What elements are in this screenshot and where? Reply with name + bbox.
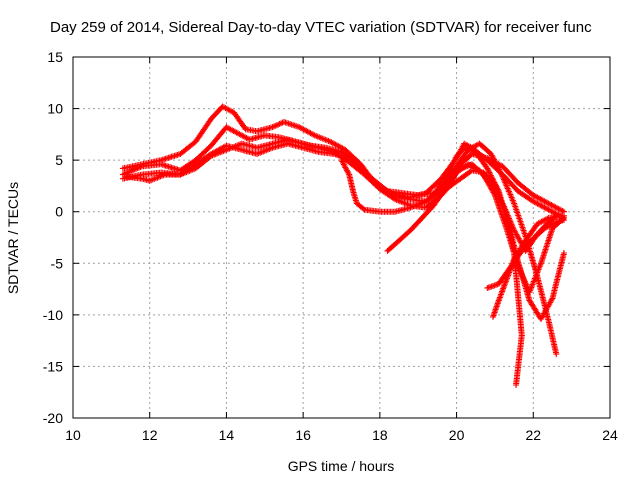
x-tick-label: 18	[372, 427, 388, 443]
data-point	[490, 155, 497, 162]
data-point	[131, 166, 138, 173]
data-point	[502, 279, 509, 286]
axis-ticks: 10 12 14 16 18 20 22 24 -20 -15 -10 -5 0 5 10 15	[43, 49, 618, 443]
data-point	[520, 275, 527, 282]
data-point	[492, 181, 499, 187]
data-point	[485, 168, 492, 175]
data-point	[269, 124, 276, 131]
y-tick-label: -10	[43, 307, 63, 323]
x-tick-label: 14	[219, 427, 235, 443]
series-track-g	[434, 144, 525, 388]
x-tick-label: 12	[142, 427, 158, 443]
data-points	[119, 103, 567, 388]
data-point	[548, 296, 555, 303]
data-point	[310, 131, 317, 138]
data-point	[494, 163, 501, 170]
data-point	[496, 295, 503, 302]
series-track-i	[490, 212, 567, 320]
data-point	[561, 250, 567, 256]
y-axis-label: SDTVAR / TECUs	[5, 182, 21, 294]
data-point	[273, 122, 280, 129]
data-point	[561, 212, 567, 219]
chart-title: Day 259 of 2014, Sidereal Day-to-day VTE…	[50, 19, 592, 36]
data-point	[506, 267, 513, 274]
y-tick-label: 0	[55, 204, 63, 220]
x-tick-label: 20	[449, 427, 465, 443]
y-tick-label: -15	[43, 358, 63, 374]
y-tick-label: 15	[47, 49, 63, 65]
data-point	[487, 172, 494, 179]
data-point	[553, 351, 560, 358]
data-point	[498, 170, 505, 177]
data-point	[492, 159, 499, 166]
data-point	[498, 290, 505, 296]
data-point	[270, 123, 277, 130]
data-point	[488, 173, 495, 180]
data-point	[360, 205, 367, 212]
x-axis-label: GPS time / hours	[288, 458, 395, 474]
data-point	[492, 182, 499, 189]
data-point	[488, 151, 495, 157]
data-point	[498, 172, 505, 179]
data-point	[513, 382, 519, 388]
data-point	[495, 186, 501, 193]
data-point	[484, 165, 491, 172]
data-point	[137, 164, 144, 170]
data-point	[491, 156, 497, 163]
y-tick-label: 5	[55, 152, 63, 168]
y-tick-label: 10	[47, 101, 63, 117]
data-point	[493, 183, 500, 190]
data-point	[496, 166, 502, 173]
y-tick-label: -20	[43, 410, 63, 426]
data-point	[551, 219, 558, 226]
y-tick-label: -5	[51, 255, 64, 271]
data-point	[544, 215, 551, 222]
data-point	[500, 285, 507, 292]
data-point	[489, 175, 496, 182]
x-tick-label: 22	[525, 427, 541, 443]
data-point	[504, 273, 511, 280]
data-point	[485, 166, 491, 173]
data-point	[125, 169, 132, 175]
data-point	[505, 187, 512, 194]
x-tick-label: 10	[65, 427, 81, 443]
data-point	[275, 121, 282, 128]
data-point	[278, 120, 285, 127]
x-tick-label: 24	[602, 427, 618, 443]
x-tick-label: 16	[295, 427, 311, 443]
plot-frame	[72, 56, 611, 419]
